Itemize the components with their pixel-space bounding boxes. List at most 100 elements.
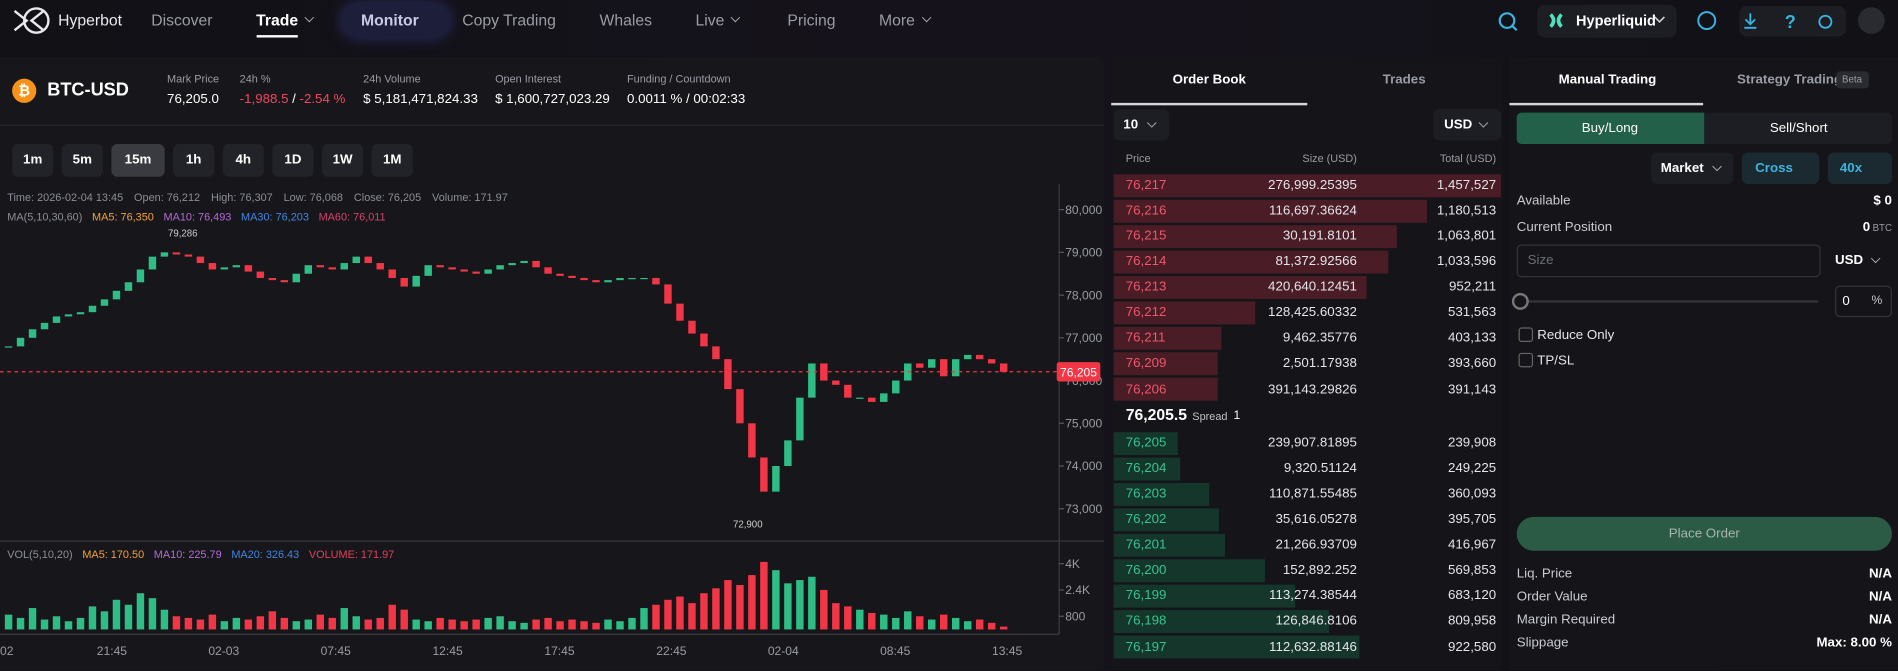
volume-bar [184, 617, 193, 630]
size-placeholder[interactable]: Size [1527, 252, 1554, 268]
margin-select[interactable] [1741, 152, 1820, 184]
buy-label[interactable]: Buy/Long [1581, 121, 1639, 136]
volume-bar [220, 621, 229, 630]
leverage-select[interactable] [1827, 152, 1892, 184]
nav-item[interactable]: Whales [599, 10, 652, 30]
tab[interactable]: Order Book [1172, 72, 1246, 88]
y-tick-label: 77,000 [1065, 331, 1102, 345]
depth-select[interactable] [1113, 108, 1170, 141]
volume-bar [628, 617, 636, 630]
price: 76,202 [1125, 512, 1167, 527]
currency-select[interactable] [1433, 108, 1501, 141]
candle [880, 393, 888, 402]
volume-bar [52, 616, 61, 630]
timeframe-label[interactable]: 5m [72, 152, 92, 168]
timeframe-button[interactable] [272, 144, 314, 177]
candle [256, 271, 265, 278]
x-tick-label: 21:45 [97, 644, 128, 658]
price: 76,205 [1125, 435, 1167, 451]
size-unit[interactable]: USD [1835, 252, 1864, 268]
timeframe-label[interactable]: 4h [235, 152, 252, 168]
volume-bar [544, 617, 552, 630]
beta-label: Beta [1842, 73, 1862, 85]
column-header: Price [1125, 152, 1151, 165]
volume-bar [820, 589, 828, 630]
timeframe-button[interactable] [222, 144, 264, 177]
exchange-logo [1549, 13, 1563, 28]
candle [916, 363, 924, 368]
stat-label: 24h % [239, 72, 271, 85]
nav-item[interactable]: Pricing [787, 10, 836, 30]
nav-item[interactable]: Copy Trading [462, 10, 556, 30]
sell-button[interactable] [1704, 112, 1892, 145]
nav-item[interactable]: Monitor [361, 10, 419, 30]
candle [700, 333, 708, 347]
checkbox-label[interactable]: TP/SL [1537, 353, 1575, 368]
depth-bar [1113, 326, 1221, 350]
size: 30,191.8101 [1282, 228, 1357, 244]
vol-legend: MA5: 170.50 [82, 548, 145, 561]
volume-bar [256, 616, 265, 630]
nav-item[interactable]: Discover [151, 10, 213, 30]
percent-value[interactable]: 0 [1842, 294, 1850, 309]
timeframe-button[interactable] [321, 144, 364, 177]
volume-bar [340, 608, 348, 630]
chevron [1654, 16, 1665, 23]
volume-bar [916, 616, 924, 630]
candle [892, 380, 900, 394]
currency-value[interactable]: USD [1444, 117, 1473, 132]
leverage[interactable]: 40x [1839, 160, 1863, 176]
tab[interactable]: Manual Trading [1558, 72, 1657, 88]
volume-bar [400, 609, 408, 630]
sell-label[interactable]: Sell/Short [1769, 121, 1828, 136]
summary-value: N/A [1869, 612, 1892, 628]
checkbox-label[interactable]: Reduce Only [1537, 328, 1615, 343]
timeframe-button[interactable] [61, 144, 103, 177]
place-order-label[interactable]: Place Order [1668, 526, 1740, 542]
order-type-select[interactable] [1651, 152, 1734, 184]
total: 395,705 [1447, 512, 1497, 527]
nav-item[interactable]: More [879, 10, 915, 30]
candle [232, 265, 241, 268]
candle [628, 277, 636, 280]
tab[interactable]: Strategy Trading [1737, 72, 1843, 88]
nav-item[interactable]: Live [695, 10, 725, 30]
candle [999, 363, 1008, 372]
price: 76,199 [1125, 588, 1167, 604]
timeframe-label[interactable]: 1M [382, 152, 402, 168]
timeframe-button[interactable] [111, 144, 165, 177]
total: 952,211 [1448, 279, 1497, 295]
volume-bar [963, 621, 972, 630]
place-order-button[interactable] [1516, 516, 1892, 551]
depth-bar [1113, 431, 1178, 455]
timeframe-label[interactable]: 1D [284, 152, 302, 168]
column-header: Total (USD) [1439, 152, 1497, 165]
volume-bar [436, 617, 444, 630]
timeframe-button[interactable] [12, 144, 54, 177]
help-icon: ? [1785, 12, 1796, 32]
candle [436, 265, 444, 268]
tab[interactable]: Trades [1382, 72, 1426, 88]
timeframe-button[interactable] [371, 144, 413, 177]
margin-mode[interactable]: Cross [1755, 160, 1793, 176]
depth-bar [1113, 457, 1180, 481]
candle [987, 359, 996, 364]
percent-input[interactable] [1835, 285, 1892, 318]
summary-value: N/A [1869, 589, 1892, 605]
size-input[interactable] [1516, 244, 1821, 278]
nav-item[interactable]: Trade [256, 10, 299, 30]
total: 683,120 [1447, 588, 1497, 604]
buy-button[interactable] [1516, 112, 1705, 145]
exchange-name[interactable]: Hyperliquid [1576, 12, 1656, 30]
volume-bar [208, 614, 217, 630]
candle [460, 269, 468, 272]
timeframe-label[interactable]: 1W [332, 152, 353, 168]
timeframe-label[interactable]: 15m [124, 152, 152, 168]
timeframe-label[interactable]: 1h [185, 152, 202, 168]
timeframe-button[interactable] [173, 144, 215, 177]
depth-value[interactable]: 10 [1123, 117, 1139, 132]
volume-bar [304, 619, 313, 630]
order-type[interactable]: Market [1660, 160, 1704, 176]
summary-label: Margin Required [1516, 612, 1616, 628]
timeframe-label[interactable]: 1m [23, 152, 43, 168]
